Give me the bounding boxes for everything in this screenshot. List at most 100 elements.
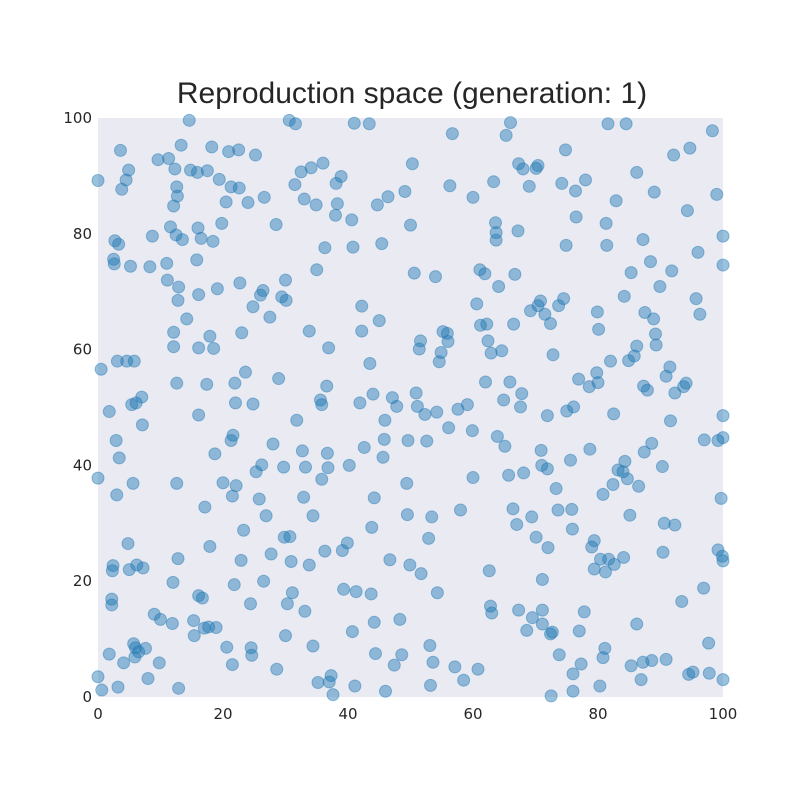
- scatter-point: [355, 324, 369, 338]
- scatter-point: [254, 288, 267, 302]
- scatter-point: [659, 369, 673, 383]
- scatter-point: [355, 299, 369, 313]
- scatter-point: [151, 153, 165, 167]
- scatter-point: [418, 407, 432, 421]
- x-tick-label: 60: [463, 705, 482, 723]
- scatter-point: [168, 162, 182, 176]
- scatter-point: [129, 396, 143, 410]
- scatter-point: [566, 667, 580, 681]
- scatter-point: [266, 437, 280, 451]
- scatter-point: [363, 356, 377, 370]
- scatter-point: [599, 216, 613, 230]
- scatter-point: [136, 561, 150, 575]
- scatter-point: [320, 379, 334, 393]
- scatter-point: [412, 342, 426, 356]
- scatter-point: [607, 407, 621, 421]
- y-tick-labels: 0 20 40 60 80 100: [63, 109, 92, 706]
- scatter-point: [91, 670, 105, 684]
- scatter-point: [353, 396, 367, 410]
- scatter-point: [309, 198, 323, 212]
- scatter-point: [310, 263, 324, 277]
- scatter-point: [295, 444, 309, 458]
- scatter-point: [640, 383, 654, 397]
- scatter-point: [485, 606, 499, 620]
- scatter-point: [244, 641, 258, 655]
- scatter-point: [299, 460, 312, 474]
- scatter-point: [630, 339, 644, 353]
- scatter-point: [107, 252, 121, 266]
- scatter-point: [636, 655, 650, 669]
- scatter-point: [535, 617, 549, 631]
- scatter-point: [239, 365, 252, 379]
- scatter-point: [544, 317, 557, 331]
- scatter-point: [387, 658, 401, 672]
- scatter-point: [324, 669, 338, 683]
- scatter-point: [514, 400, 527, 414]
- scatter-point: [598, 641, 612, 655]
- scatter-point: [110, 354, 124, 368]
- scatter-point: [233, 276, 247, 290]
- scatter-point: [369, 647, 382, 661]
- scatter-point: [400, 508, 414, 522]
- scatter-point: [249, 148, 262, 162]
- scatter-point: [166, 575, 180, 589]
- scatter-point: [601, 117, 615, 131]
- scatter-point: [531, 158, 545, 172]
- scatter-point: [367, 491, 381, 505]
- scatter-point: [228, 376, 242, 390]
- scatter-point: [503, 375, 517, 389]
- scatter-point: [409, 386, 423, 400]
- scatter-point: [552, 648, 566, 662]
- scatter-point: [174, 138, 188, 152]
- scatter-point: [645, 436, 659, 450]
- scatter-point: [715, 549, 729, 563]
- scatter-point: [549, 482, 563, 496]
- scatter-point: [636, 233, 650, 247]
- scatter-point: [249, 465, 263, 479]
- scatter-point: [478, 267, 492, 281]
- scatter-point: [182, 113, 196, 127]
- scatter-point: [716, 409, 730, 423]
- scatter-point: [538, 307, 552, 321]
- scatter-point: [298, 604, 312, 618]
- scatter-point: [489, 233, 503, 247]
- scatter-point: [440, 326, 454, 340]
- scatter-point: [241, 196, 255, 210]
- scatter-point: [529, 161, 543, 175]
- scatter-point: [257, 574, 271, 588]
- scatter-point: [451, 402, 465, 416]
- scatter-point: [365, 520, 379, 534]
- scatter-point: [141, 671, 155, 685]
- scatter-point: [170, 376, 184, 390]
- scatter-point: [370, 198, 384, 212]
- scatter-point: [195, 591, 209, 605]
- scatter-point: [591, 376, 605, 390]
- scatter-point: [171, 552, 185, 566]
- scatter-point: [577, 605, 591, 619]
- scatter-point: [567, 400, 581, 414]
- scatter-point: [264, 547, 278, 561]
- scatter-point: [506, 502, 520, 516]
- scatter-point: [512, 603, 526, 617]
- scatter-point: [664, 414, 677, 428]
- scatter-point: [434, 345, 448, 359]
- chart-title: Reproduction space (generation: 1): [177, 77, 647, 110]
- scatter-point: [263, 310, 277, 324]
- scatter-point: [124, 259, 137, 273]
- scatter-point: [689, 292, 703, 306]
- scatter-point: [95, 683, 109, 697]
- scatter-point: [585, 540, 599, 554]
- scatter-point: [691, 245, 705, 259]
- scatter-point: [147, 607, 161, 621]
- scatter-point: [430, 405, 444, 419]
- scatter-point: [315, 398, 329, 412]
- scatter-point: [348, 679, 362, 693]
- scatter-point: [203, 329, 217, 343]
- scatter-point: [245, 648, 259, 662]
- scatter-point: [587, 562, 601, 576]
- scatter-point: [259, 509, 273, 523]
- scatter-point: [222, 145, 236, 159]
- scatter-point: [167, 340, 181, 354]
